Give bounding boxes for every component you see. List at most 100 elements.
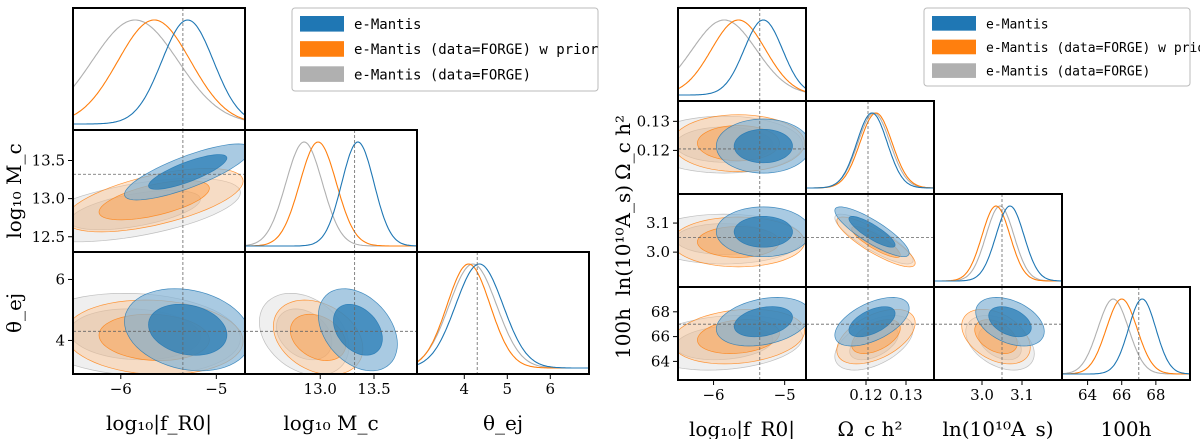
panel-frame (416, 251, 590, 375)
panel-content (934, 287, 1062, 380)
x-tick-label: 68 (1146, 386, 1165, 404)
legend-label-prior: e-Mantis (data=FORGE) w prior (986, 41, 1200, 56)
panel-content (417, 252, 589, 374)
panel-fR0-vs-h: −6 −5 log₁₀|f_R0| 64 66 68 100h (611, 286, 807, 439)
y-tick-label: 64 (651, 352, 670, 370)
panel-omc-vs-h: 0.12 0.13 Ω_c h² (805, 286, 935, 439)
panel-content (245, 252, 417, 374)
x-tick-label: 3.0 (970, 386, 994, 404)
x-tick-label: 4 (460, 380, 470, 398)
panel-content (806, 287, 934, 380)
marginal-curve-emantis (1062, 298, 1190, 375)
y-tick-label: 3.0 (646, 243, 670, 261)
panel-content (806, 194, 934, 287)
panel-As-marginal (933, 193, 1063, 288)
x-tick-label: 0.13 (889, 386, 922, 404)
x-tick-label: 6 (546, 380, 556, 398)
marginal-curve-prior (417, 263, 589, 369)
panel-fR0-vs-Mc: 12.5 13.0 13.5 log₁₀ M_c (2, 129, 246, 253)
panel-Mc-vs-theta: 13.0 13.5 log₁₀ M_c (244, 251, 418, 435)
panel-frame (1061, 286, 1191, 381)
y-tick-label: 13.5 (32, 152, 65, 170)
panel-content (73, 130, 245, 252)
y-tick-label: 0.12 (637, 141, 670, 159)
panel-frame (933, 193, 1063, 288)
legend-label-emantis: e-Mantis (354, 17, 421, 33)
panel-omc-marginal (805, 100, 935, 195)
contour-emantis-68 (733, 128, 793, 164)
panel-fR0-vs-theta: −6 −5 log₁₀|f_R0| 4 6 θ_ej (2, 251, 246, 436)
panel-fR0-marginal (72, 7, 246, 131)
legend-label-prior: e-Mantis (data=FORGE) w prior (354, 42, 598, 58)
marginal-curve-forge (1062, 298, 1190, 375)
x-tick-label: 3.1 (1010, 386, 1034, 404)
marginal-curve-prior (806, 112, 934, 189)
legend-label-forge: e-Mantis (data=FORGE) (354, 67, 531, 83)
y-tick-label: 12.5 (32, 228, 65, 246)
contour-emantis-68 (848, 306, 896, 338)
x-tick-label: 66 (1112, 386, 1131, 404)
panel-content (73, 8, 245, 130)
x-axis-label-Mc: log₁₀ M_c (283, 411, 378, 435)
y-axis-label-omc: Ω_c h² (611, 115, 635, 180)
marginal-curve-emantis (245, 141, 417, 247)
x-tick-label: −6 (702, 386, 724, 404)
panel-h-marginal: 64 66 68 100h (1061, 286, 1191, 439)
panel-fR0-marginal (677, 7, 807, 102)
marginal-curve-prior (934, 205, 1062, 282)
x-axis-label-h: 100h (1100, 417, 1151, 439)
marginal-curve-forge (245, 141, 417, 247)
panel-Mc-marginal (244, 129, 418, 253)
legend-swatch-emantis (932, 16, 976, 31)
y-tick-label: 68 (651, 303, 670, 321)
marginal-curve-emantis (417, 263, 589, 369)
marginal-curve-emantis (73, 19, 245, 125)
y-tick-label: 4 (55, 331, 65, 349)
panel-content (678, 194, 806, 287)
panel-content (73, 252, 245, 374)
marginal-curve-forge (73, 19, 245, 121)
x-axis-label-As: ln(10¹⁰A_s) (942, 417, 1053, 439)
panel-fR0-vs-As: 3.0 3.1 ln(10¹⁰A_s) (611, 185, 807, 296)
contour-emantis-68 (148, 303, 228, 356)
panel-content (806, 101, 934, 194)
marginal-curve-forge (934, 205, 1062, 282)
x-axis-label-omc: Ω_c h² (837, 417, 902, 439)
marginal-curve-emantis (934, 205, 1062, 282)
marginal-curve-prior (1062, 298, 1190, 375)
legend: e-Mantis e-Mantis (data=FORGE) w prior e-M… (923, 7, 1200, 87)
x-axis-label-theta: θ_ej (483, 411, 523, 435)
corner-plot-2: 0.120.13Ω_c h²3.03.1ln(10¹⁰A_s)−6 −5log₁₀… (611, 7, 1200, 439)
marginal-curve-emantis (806, 112, 934, 189)
y-axis-label-h: 100h (611, 308, 635, 359)
y-tick-label: 13.0 (32, 190, 65, 208)
x-tick-label: −5 (774, 386, 796, 404)
panel-fR0-vs-omc: 0.12 0.13Ω_c h² (611, 100, 807, 195)
legend-swatch-prior (300, 41, 344, 57)
legend-label-emantis: e-Mantis (986, 17, 1049, 32)
panel-content (245, 130, 417, 252)
x-axis-label-fR0: log₁₀|f_R0| (689, 417, 795, 439)
panel-content (678, 287, 806, 380)
x-tick-label: 13.5 (357, 380, 390, 398)
y-axis-label-Mc: log₁₀ M_c (2, 143, 26, 238)
marginal-curve-prior (245, 141, 417, 247)
x-tick-label: 13.0 (304, 380, 337, 398)
panel-omc-vs-As (805, 193, 935, 288)
x-tick-label: 5 (503, 380, 513, 398)
contour-emantis-68 (848, 215, 896, 248)
legend-box (291, 7, 599, 92)
x-tick-label: −6 (110, 380, 132, 398)
corner-plot-1: 12.5 13.0 13.5 log₁₀ M_c −6 −5 log₁₀|f_R0| 4 6 θ_… (2, 7, 599, 436)
marginal-curve-prior (678, 19, 806, 93)
y-tick-label: 6 (55, 270, 65, 288)
y-axis-label-As: ln(10¹⁰A_s) (611, 185, 635, 296)
y-tick-label: 0.13 (637, 112, 670, 130)
legend-label-forge: e-Mantis (data=FORGE) (986, 65, 1150, 80)
y-tick-label: 66 (651, 328, 670, 346)
marginal-curve-forge (806, 112, 934, 189)
y-tick-label: 3.1 (646, 214, 670, 232)
legend-swatch-emantis (300, 16, 344, 32)
panel-content (934, 194, 1062, 287)
